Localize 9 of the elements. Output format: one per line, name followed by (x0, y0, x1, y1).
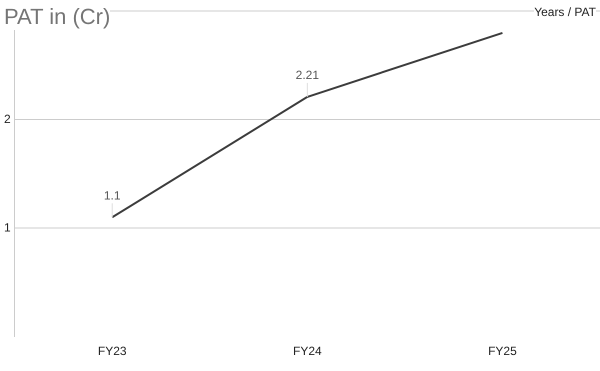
data-label: 1.1 (104, 188, 121, 202)
x-tick-label: FY25 (488, 344, 518, 358)
chart-title: PAT in (Cr) (4, 4, 110, 30)
annotation: Years / PAT (534, 5, 596, 19)
x-tick-label: FY24 (292, 344, 322, 358)
y-tick-label: 1 (4, 220, 11, 234)
y-tick-label: 2 (4, 112, 11, 126)
data-label: 2.21 (296, 68, 320, 82)
x-tick-label: FY23 (98, 344, 127, 358)
